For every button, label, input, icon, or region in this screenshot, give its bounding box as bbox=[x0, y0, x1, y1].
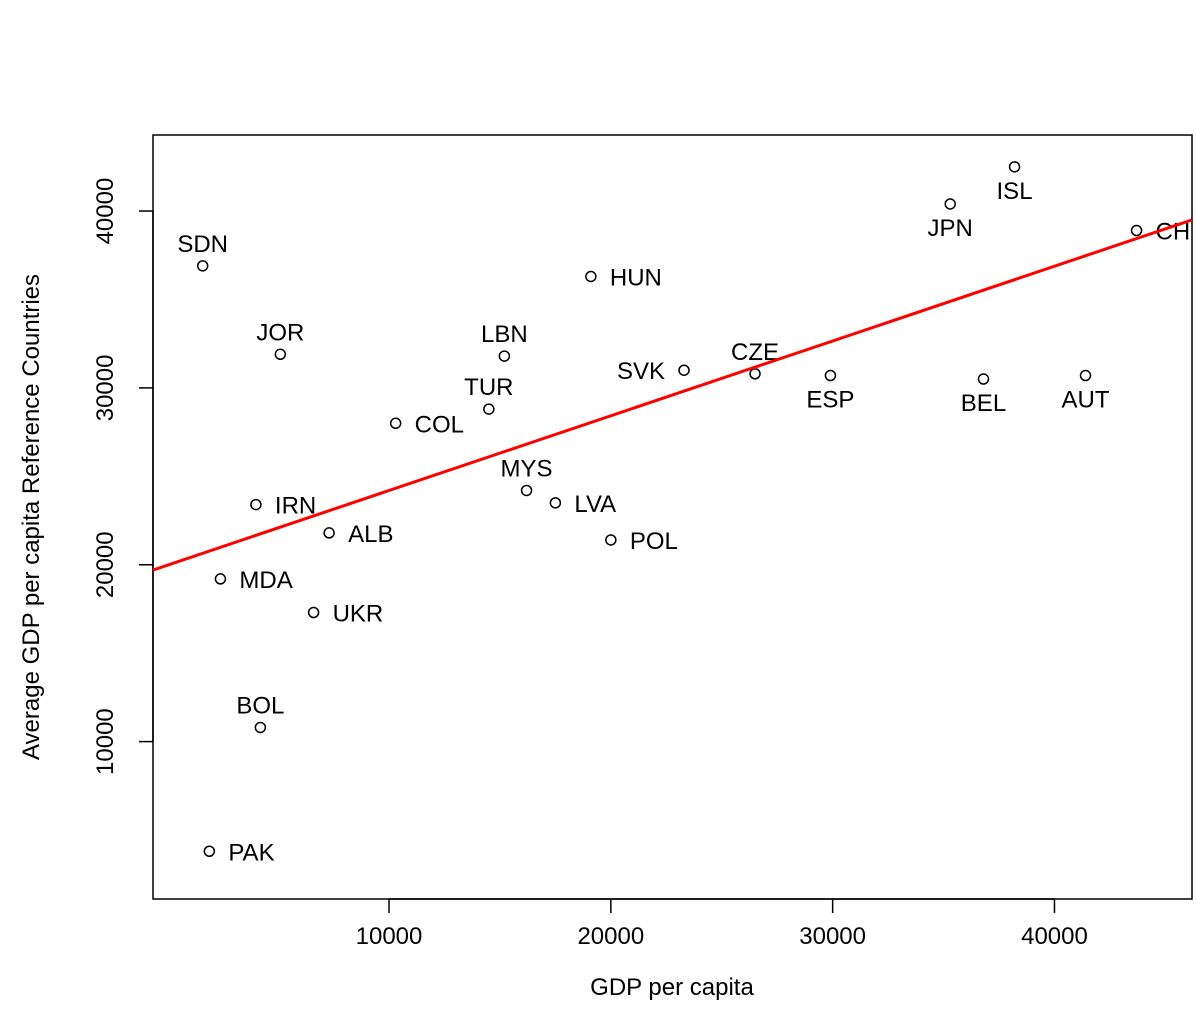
plot-area: SDNJORHUNLBNTURCOLSVKCZEESPJPNISLCHEBELA… bbox=[153, 161, 1196, 866]
x-axis: 10000 20000 30000 40000 bbox=[356, 898, 1088, 950]
data-point bbox=[214, 573, 227, 585]
data-point bbox=[323, 527, 335, 539]
point-label: PAK bbox=[228, 839, 274, 866]
point-label: BEL bbox=[961, 390, 1006, 417]
data-point bbox=[196, 260, 209, 272]
data-point bbox=[977, 373, 990, 385]
point-label: MYS bbox=[501, 455, 553, 482]
point-label: AUT bbox=[1062, 387, 1110, 414]
x-tick-label: 30000 bbox=[799, 923, 866, 950]
data-point bbox=[203, 845, 216, 857]
point-label: IRN bbox=[275, 493, 316, 520]
point-label: CHE bbox=[1156, 219, 1196, 246]
y-tick-label: 40000 bbox=[92, 178, 119, 245]
point-label: HUN bbox=[610, 264, 662, 291]
y-tick-label: 10000 bbox=[92, 708, 119, 775]
data-point bbox=[605, 534, 617, 546]
point-label: MDA bbox=[239, 567, 292, 594]
x-tick-label: 10000 bbox=[356, 923, 423, 950]
point-label: ESP bbox=[806, 387, 854, 414]
data-point bbox=[520, 484, 533, 497]
data-point bbox=[549, 497, 562, 509]
y-axis-title: Average GDP per capita Reference Countri… bbox=[18, 274, 45, 760]
data-point bbox=[250, 498, 262, 511]
point-label: LVA bbox=[574, 491, 616, 518]
data-point bbox=[389, 417, 402, 430]
data-point bbox=[824, 369, 837, 382]
point-label: JOR bbox=[256, 319, 304, 346]
point-label: ALB bbox=[348, 521, 393, 548]
y-tick-label: 30000 bbox=[92, 355, 119, 422]
point-label: LBN bbox=[481, 321, 528, 348]
x-axis-title: GDP per capita bbox=[590, 974, 754, 1001]
point-label: COL bbox=[415, 411, 464, 438]
data-point bbox=[1079, 369, 1092, 382]
point-label: UKR bbox=[333, 601, 384, 628]
data-point bbox=[749, 368, 761, 380]
x-tick-label: 40000 bbox=[1021, 923, 1088, 950]
y-tick-label: 20000 bbox=[92, 531, 119, 598]
data-point bbox=[483, 403, 495, 415]
data-point bbox=[678, 364, 690, 376]
data-point bbox=[254, 721, 267, 734]
regression-line bbox=[153, 218, 1192, 572]
data-point bbox=[944, 198, 956, 210]
data-point bbox=[307, 606, 320, 619]
point-label: JPN bbox=[928, 215, 973, 242]
point-label: SVK bbox=[617, 358, 665, 385]
point-label: TUR bbox=[464, 374, 513, 401]
y-axis: 10000 20000 30000 40000 bbox=[92, 178, 154, 775]
data-point bbox=[1130, 224, 1143, 237]
data-point bbox=[274, 348, 287, 361]
data-point bbox=[498, 350, 511, 362]
data-point bbox=[585, 270, 597, 283]
x-tick-label: 20000 bbox=[577, 923, 644, 950]
point-label: BOL bbox=[236, 692, 284, 719]
point-label: POL bbox=[630, 528, 678, 555]
point-label: SDN bbox=[177, 231, 228, 258]
data-point bbox=[1008, 161, 1021, 173]
point-label: ISL bbox=[997, 178, 1033, 205]
